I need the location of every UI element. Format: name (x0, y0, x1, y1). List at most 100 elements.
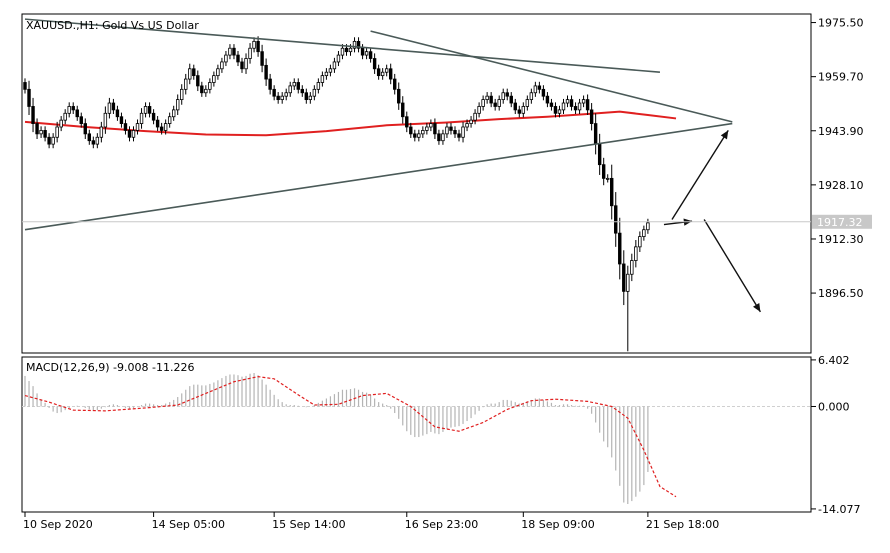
candle-body-down (493, 102, 497, 107)
candle (505, 88, 509, 101)
candle (457, 129, 461, 142)
candle-body-up (642, 229, 646, 237)
candle (135, 119, 140, 135)
candle (47, 133, 51, 149)
candle-body-down (115, 109, 120, 118)
candle-body-up (288, 85, 292, 94)
candle (634, 240, 638, 268)
candle-body-up (581, 99, 586, 104)
candle-body-up (176, 99, 180, 111)
candle-body-down (585, 99, 590, 111)
candle (453, 126, 457, 138)
candle-body-up (521, 106, 526, 114)
candle (95, 133, 100, 149)
macd-tick-label: 6.402 (818, 354, 850, 367)
arrow (671, 130, 729, 220)
candle (224, 50, 228, 67)
candle (51, 133, 55, 149)
candle-body-up (143, 106, 148, 114)
candle (549, 98, 554, 111)
candle (39, 126, 43, 138)
current-price-label: 1917.32 (817, 216, 863, 229)
candle (123, 119, 128, 135)
moving-average-line (24, 110, 677, 137)
candle (364, 47, 369, 60)
candle-body-down (413, 133, 417, 138)
candle-body-down (553, 106, 558, 114)
candle-body-up (312, 88, 317, 97)
candle-body-up (557, 109, 562, 114)
candle (212, 71, 216, 87)
candle (642, 225, 646, 241)
candle-body-down (618, 232, 622, 265)
candle-body-up (336, 54, 341, 63)
candle-body-down (155, 119, 160, 128)
candle-body-up (565, 99, 570, 104)
candle-body-up (244, 58, 248, 70)
candle (240, 57, 244, 73)
candle (368, 47, 373, 63)
candle-body-down (264, 64, 268, 80)
candle-body-up (188, 68, 192, 80)
candle-body-up (39, 130, 43, 135)
candle (167, 112, 172, 128)
candle-body-up (348, 47, 353, 53)
candle-body-up (103, 112, 108, 128)
candle-body-down (71, 106, 75, 111)
candle (300, 85, 304, 97)
candle-body-down (35, 123, 39, 135)
time-tick-label: 18 Sep 09:00 (521, 518, 594, 531)
candle-body-down (360, 47, 365, 56)
candle-body-up (533, 85, 538, 94)
candle (449, 122, 453, 135)
candle (413, 129, 417, 142)
candle-body-up (421, 130, 425, 135)
candle-body-down (75, 109, 79, 118)
candle-body-up (139, 112, 144, 124)
arrow-shaft (671, 130, 729, 220)
candle-body-up (646, 222, 650, 231)
candle-body-down (597, 143, 602, 166)
candle-body-down (192, 68, 196, 77)
candle (521, 102, 526, 118)
candle (204, 85, 208, 97)
candle (405, 111, 409, 133)
candle (489, 92, 493, 108)
candle-body-down (376, 68, 381, 77)
candle (445, 122, 449, 138)
arrow (703, 219, 762, 313)
candle (324, 68, 329, 80)
candle-body-down (300, 88, 304, 94)
candle (272, 85, 276, 101)
candle (79, 112, 83, 128)
candle (557, 105, 562, 118)
candle-body-up (216, 68, 220, 77)
candle (469, 116, 473, 128)
candle (437, 129, 441, 145)
candle (393, 73, 397, 95)
candle (284, 88, 288, 101)
candle (421, 126, 425, 138)
candle (139, 108, 144, 129)
candle (75, 105, 79, 121)
candle-body-up (228, 47, 232, 56)
candle-body-up (445, 126, 449, 135)
candle-body-up (292, 82, 296, 87)
candle (43, 126, 47, 142)
candle (320, 71, 325, 87)
candle (151, 109, 156, 125)
candle-body-down (276, 95, 280, 101)
candle-body-up (485, 95, 489, 101)
candle (163, 119, 168, 135)
candle-body-down (610, 177, 614, 207)
candle (59, 116, 63, 132)
candle-body-up (324, 71, 329, 77)
candle-body-down (505, 92, 509, 97)
candle-body-down (356, 40, 361, 49)
candle-body-up (220, 61, 224, 70)
candle-body-up (284, 92, 288, 97)
candle (610, 164, 614, 220)
candle (497, 95, 501, 111)
candle-body-up (131, 130, 136, 138)
